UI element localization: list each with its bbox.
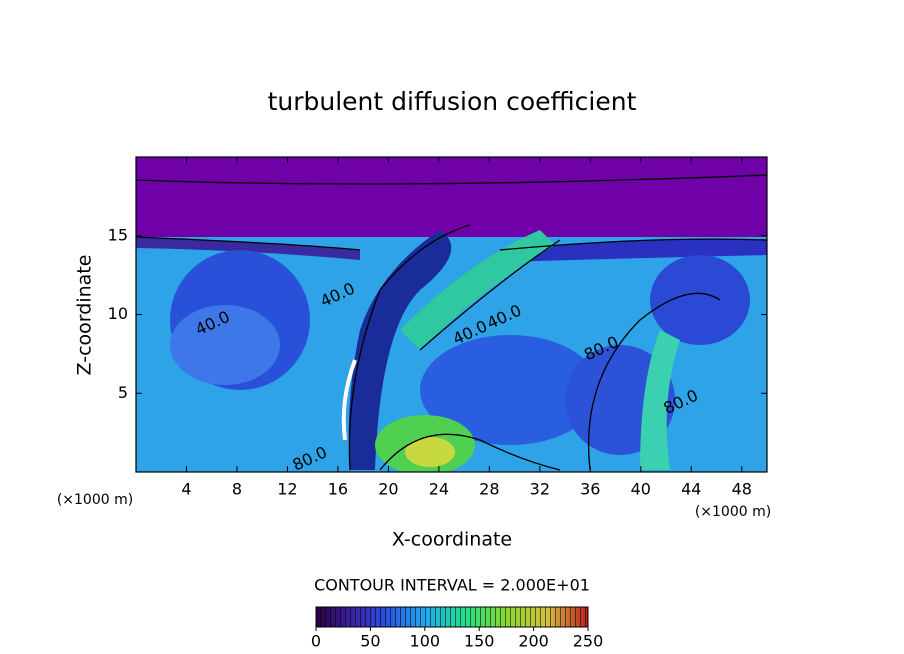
x-tick-label: 24: [429, 480, 449, 499]
y-tick-label: 15: [108, 225, 128, 244]
y-axis-label: Z-coordinate: [74, 255, 96, 376]
x-tick-label: 28: [479, 480, 499, 499]
field: [136, 157, 767, 472]
colorbar-tick-label: 200: [518, 632, 549, 651]
x-tick-label: 8: [232, 480, 242, 499]
colorbar-tick-label: 0: [311, 632, 321, 651]
colorbar-frame: [315, 606, 589, 628]
x-tick-label: 4: [181, 480, 191, 499]
x-tick-label: 36: [580, 480, 600, 499]
x-tick-label: 16: [328, 480, 348, 499]
x-unit: (×1000 m): [695, 504, 771, 520]
colorbar-tick-label: 100: [410, 632, 441, 651]
chart-title: turbulent diffusion coefficient: [268, 87, 637, 116]
colorbar-tick-label: 250: [573, 632, 604, 651]
colorbar-tick-label: 150: [464, 632, 495, 651]
x-axis-label: X-coordinate: [392, 529, 512, 551]
x-unit: (×1000 m): [57, 492, 133, 508]
x-tick-label: 20: [378, 480, 398, 499]
y-tick-label: 10: [108, 304, 128, 323]
x-tick-label: 40: [631, 480, 651, 499]
colorbar-tick-label: 50: [360, 632, 380, 651]
x-tick-label: 12: [277, 480, 297, 499]
x-tick-label: 32: [530, 480, 550, 499]
x-tick-label: 48: [732, 480, 752, 499]
y-tick-label: 5: [118, 383, 128, 402]
contour-interval: CONTOUR INTERVAL = 2.000E+01: [314, 576, 590, 595]
x-tick-label: 44: [681, 480, 701, 499]
